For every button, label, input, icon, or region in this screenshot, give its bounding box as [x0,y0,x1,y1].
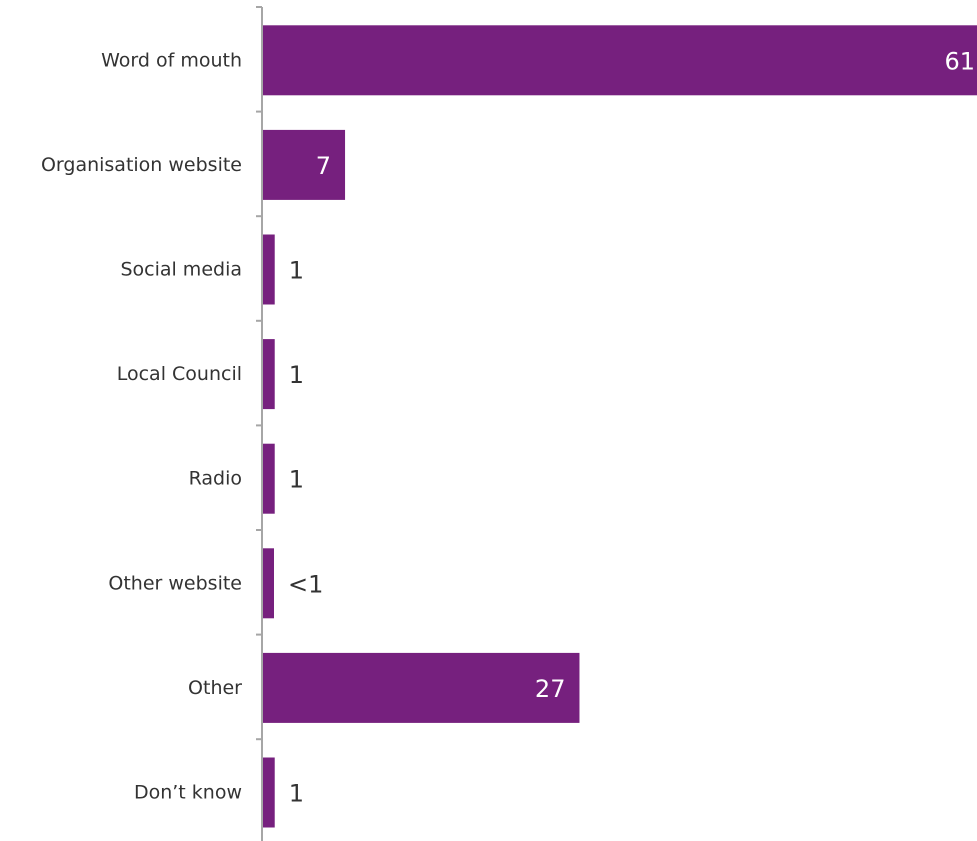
value-label: <1 [288,570,323,598]
category-label: Social media [120,259,242,281]
bar [263,25,977,96]
category-label: Other website [108,572,242,594]
value-label: 7 [316,152,331,180]
value-label: 27 [535,675,566,703]
category-label: Don’t know [134,782,242,804]
category-label: Radio [189,468,242,490]
value-label: 1 [289,466,304,494]
value-label: 1 [289,257,304,285]
bar [263,443,275,514]
category-label: Organisation website [41,154,242,176]
value-label: 1 [289,780,304,808]
bars-group [263,25,977,828]
bar [263,652,580,723]
category-label: Other [188,677,242,699]
bar [263,757,275,828]
category-label: Local Council [117,363,242,385]
bar [263,339,275,410]
value-label: 61 [944,47,975,75]
bar [263,129,346,200]
value-label: 1 [289,361,304,389]
bar [263,234,275,305]
category-label: Word of mouth [101,49,242,71]
labels-group: Word of mouth 61 Organisation website 7 Soci… [41,47,975,807]
category-axis [256,6,263,841]
bar [263,548,274,619]
